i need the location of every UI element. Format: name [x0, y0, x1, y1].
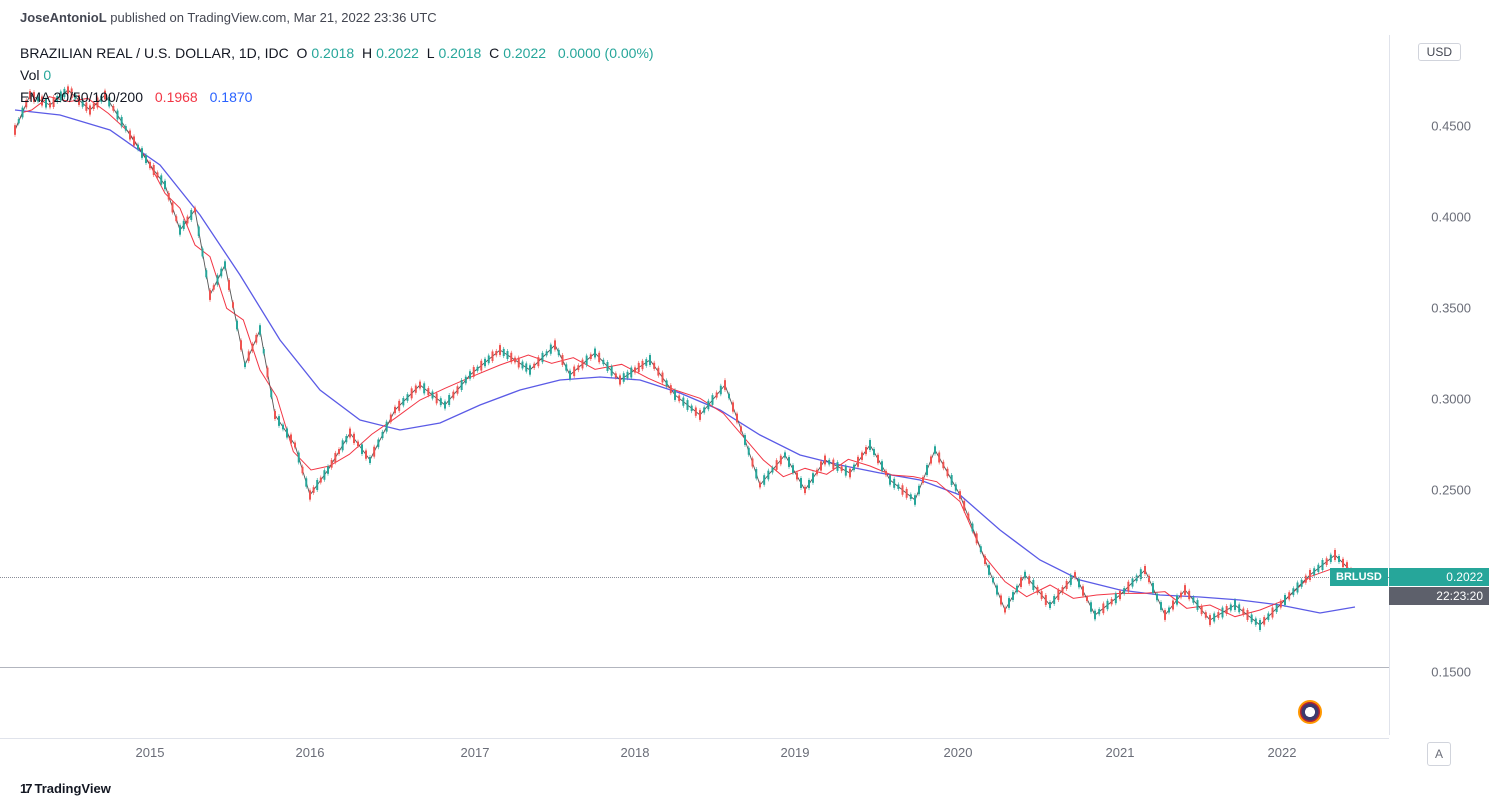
- x-tick: 2020: [944, 745, 973, 760]
- x-axis[interactable]: 2015 2016 2017 2018 2019 2020 2021 2022: [0, 738, 1389, 773]
- x-tick: 2018: [621, 745, 650, 760]
- symbol-short-text: BRLUSD: [1336, 571, 1382, 583]
- chart-pane[interactable]: BRAZILIAN REAL / U.S. DOLLAR, 1D, IDC O0…: [0, 35, 1389, 735]
- publish-verb: published on TradingView.com,: [107, 10, 294, 25]
- open-value: 0.2018: [311, 45, 354, 61]
- us-flag-icon: [1298, 700, 1322, 724]
- vol-label: Vol: [20, 67, 39, 83]
- x-tick: 2021: [1106, 745, 1135, 760]
- x-tick: 2022: [1268, 745, 1297, 760]
- last-price-line: [0, 577, 1389, 578]
- x-tick: 2016: [296, 745, 325, 760]
- y-tick: 0.4000: [1431, 210, 1471, 225]
- y-tick: 0.3500: [1431, 301, 1471, 316]
- volume-separator: [0, 667, 1389, 668]
- tradingview-logo: 17 TradingView: [20, 781, 111, 796]
- ema50-line: [15, 97, 1333, 617]
- high-value: 0.2022: [376, 45, 419, 61]
- exchange: IDC: [265, 45, 289, 61]
- y-tick: 0.2500: [1431, 483, 1471, 498]
- price-line: [15, 90, 1355, 625]
- close-value: 0.2022: [503, 45, 546, 61]
- y-tick: 0.1500: [1431, 665, 1471, 680]
- interval: 1D: [239, 45, 257, 61]
- publish-timestamp: Mar 21, 2022 23:36 UTC: [294, 10, 437, 25]
- candles: [14, 84, 1352, 632]
- x-tick: 2019: [781, 745, 810, 760]
- y-axis[interactable]: 0.4500 0.4000 0.3500 0.3000 0.2500 0.1500: [1389, 35, 1489, 735]
- symbol-name: BRAZILIAN REAL / U.S. DOLLAR: [20, 45, 231, 61]
- chart-svg: [0, 35, 1389, 735]
- publisher-name: JoseAntonioL: [20, 10, 107, 25]
- countdown-label: 22:23:20: [1389, 587, 1489, 605]
- ema-legend-line: EMA 20/50/100/200 0.1968 0.1870: [20, 89, 654, 105]
- chart-legend: BRAZILIAN REAL / U.S. DOLLAR, 1D, IDC O0…: [20, 45, 654, 105]
- low-value: 0.2018: [439, 45, 482, 61]
- change-value: 0.0000 (0.00%): [558, 45, 654, 61]
- auto-scale-button[interactable]: A: [1427, 742, 1451, 766]
- logo-mark: 17: [20, 781, 30, 796]
- x-tick: 2017: [461, 745, 490, 760]
- x-tick: 2015: [136, 745, 165, 760]
- ema-v2: 0.1870: [210, 89, 253, 105]
- last-price-label: 0.2022: [1389, 568, 1489, 586]
- symbol-legend-line: BRAZILIAN REAL / U.S. DOLLAR, 1D, IDC O0…: [20, 45, 654, 61]
- symbol-short-label: BRLUSD: [1330, 568, 1388, 586]
- volume-legend-line: Vol 0: [20, 67, 654, 83]
- publish-header: JoseAntonioL published on TradingView.co…: [20, 10, 437, 25]
- ema200-line: [15, 110, 1355, 613]
- ema-v1: 0.1968: [155, 89, 198, 105]
- y-tick: 0.3000: [1431, 392, 1471, 407]
- logo-text: TradingView: [34, 781, 110, 796]
- vol-value: 0: [43, 67, 51, 83]
- y-tick: 0.4500: [1431, 119, 1471, 134]
- ema-label: EMA 20/50/100/200: [20, 89, 143, 105]
